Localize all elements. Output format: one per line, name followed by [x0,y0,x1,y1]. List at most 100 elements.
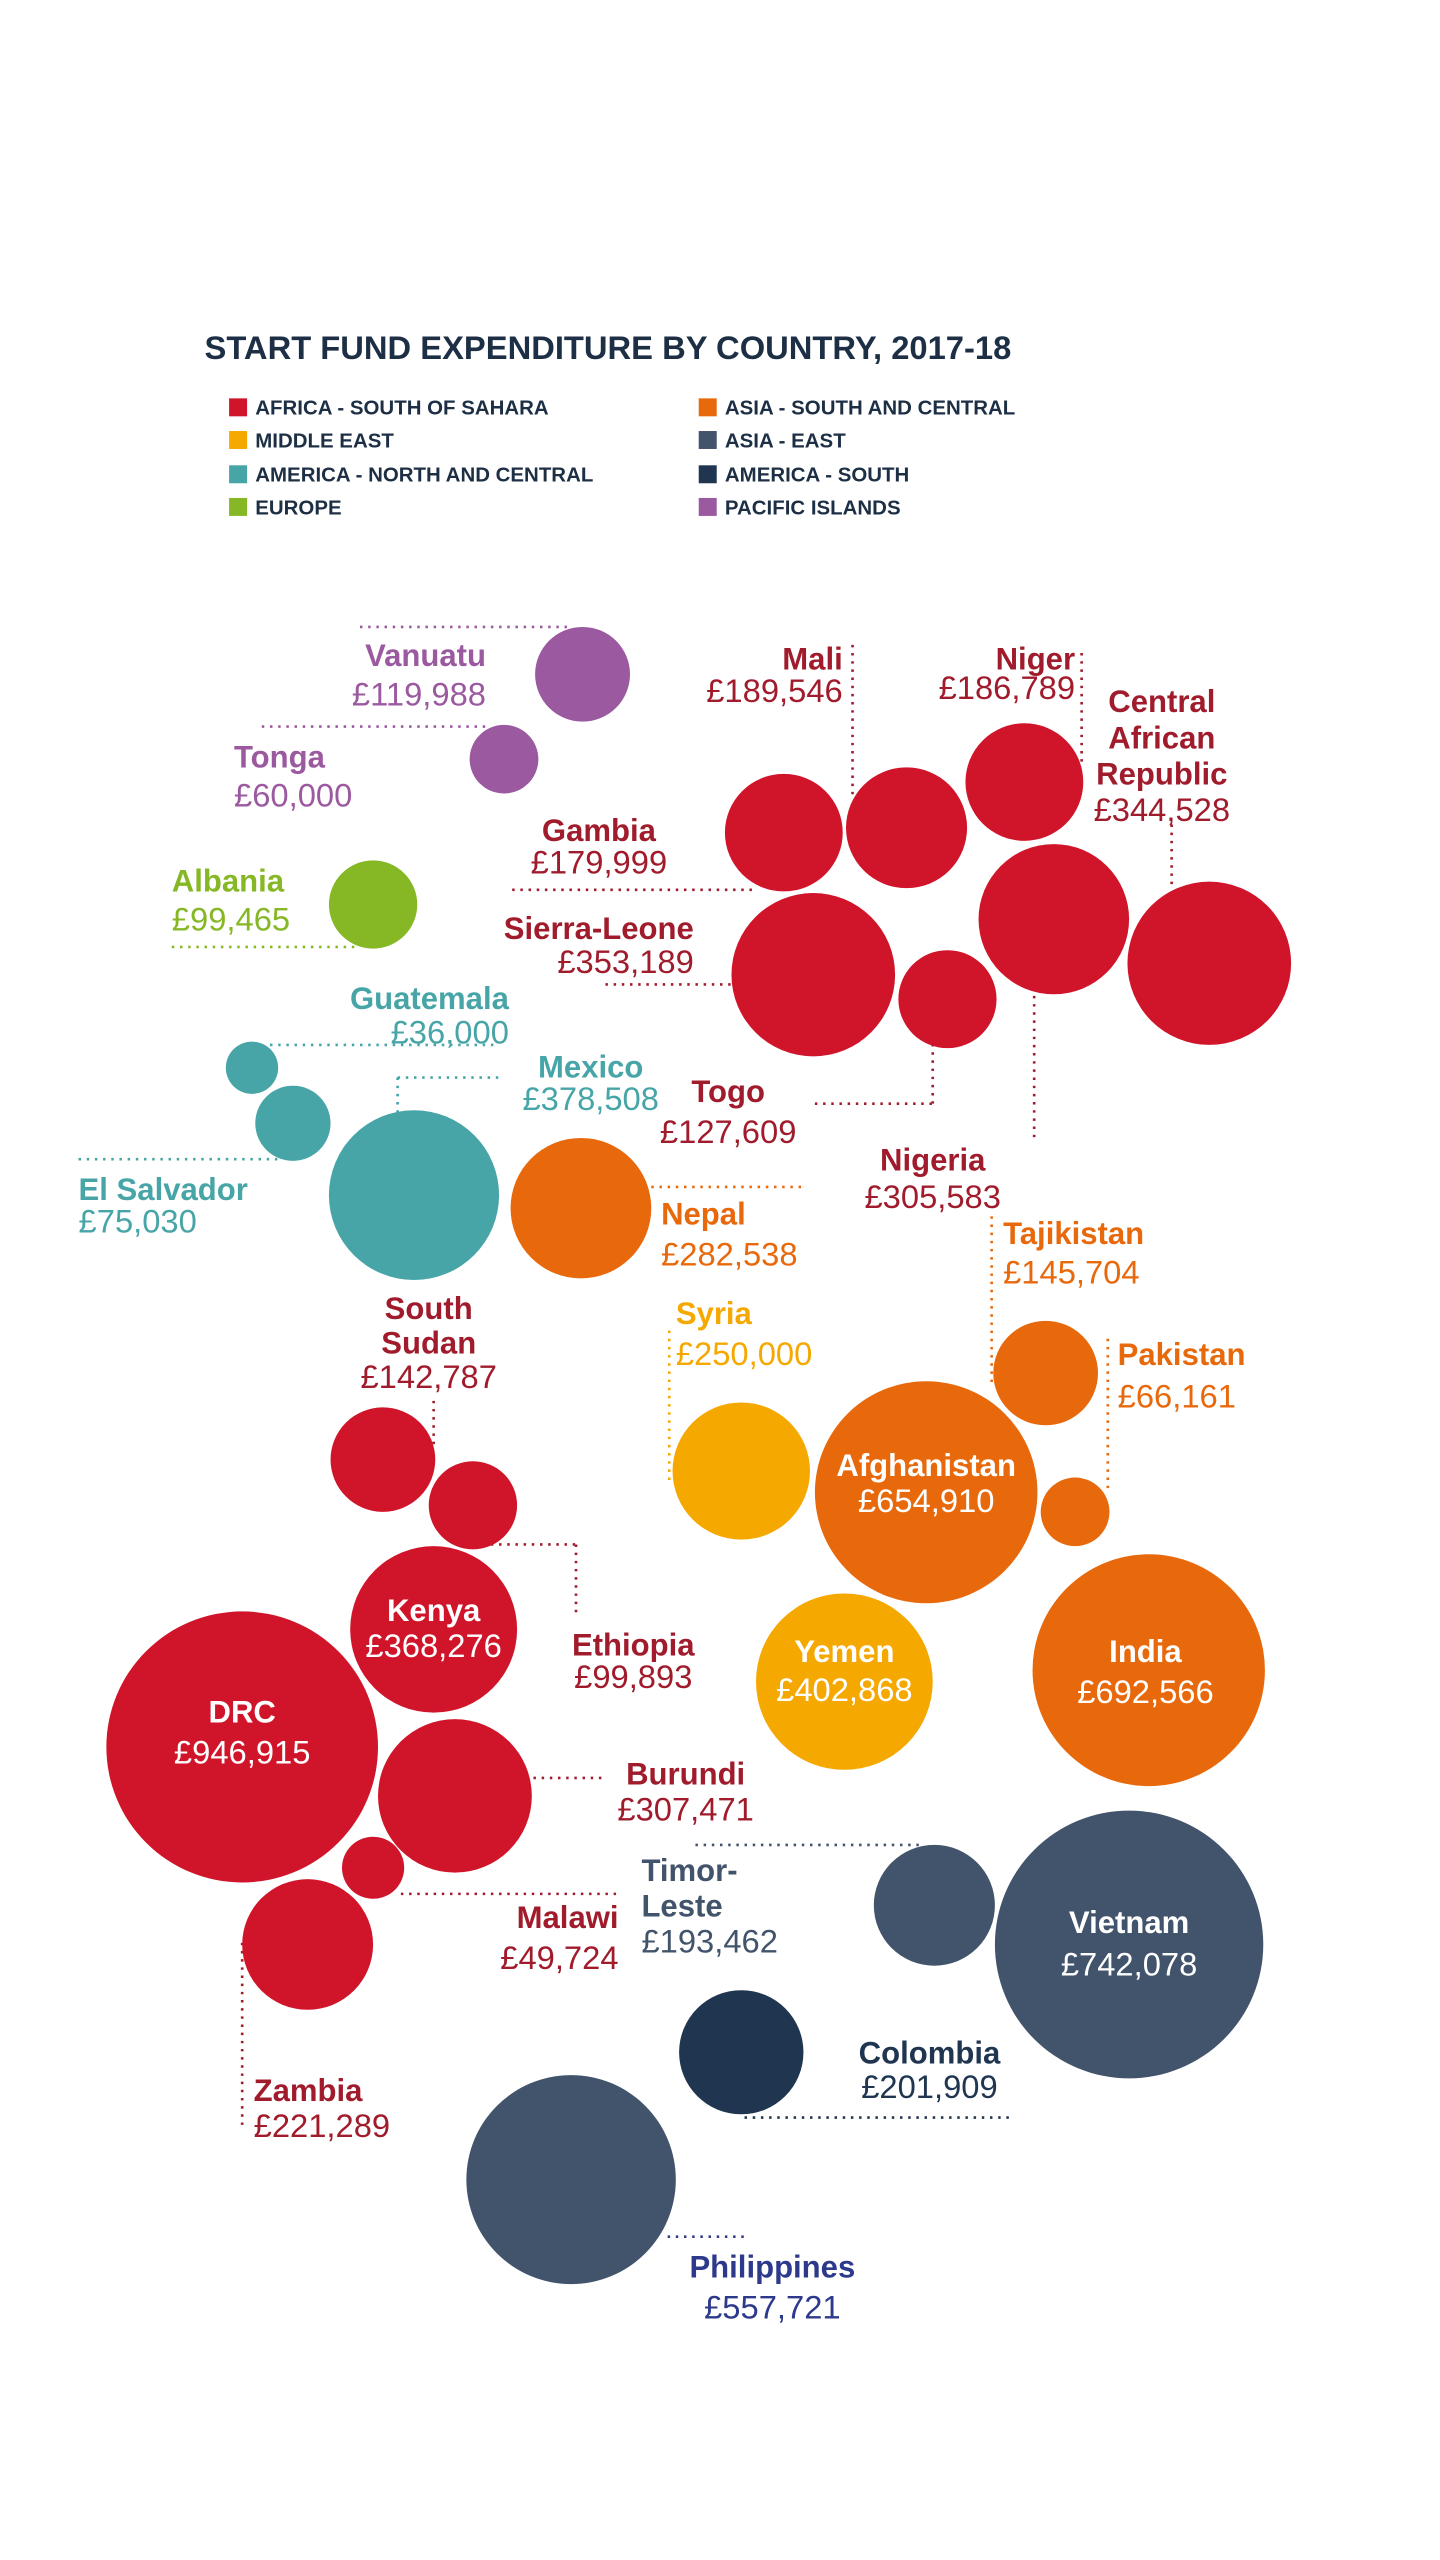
label-value-ethiopia: £99,893 [574,1658,692,1695]
legend-label-middle-east: MIDDLE EAST [255,430,394,452]
label-name-timor-leste: Timor- [641,1853,737,1888]
label-value-malawi: £49,724 [500,1939,618,1976]
legend-label-pacific-islands: PACIFIC ISLANDS [725,497,901,519]
label-name-gambia: Gambia [542,813,657,848]
label-value-pakistan: £66,161 [1118,1377,1236,1414]
label-value-philippines: £557,721 [704,2288,840,2325]
bubble-colombia [679,1990,804,2115]
bubble-el-salvador [255,1085,331,1161]
label-value-central-african-republic: £344,528 [1094,791,1230,828]
label-value-niger: £186,789 [939,669,1075,706]
legend-label-europe: EUROPE [255,497,341,519]
bubble-vanuatu [535,626,630,722]
chart-title: START FUND EXPENDITURE BY COUNTRY, 2017-… [205,329,1012,366]
legend-label-america-north-and-central: AMERICA - NORTH AND CENTRAL [255,465,593,487]
legend-swatch-asia-south-and-central [698,398,717,417]
bubble-togo [898,950,997,1049]
bubble-guatemala [225,1041,279,1094]
label-name-niger: Niger [996,641,1075,676]
label-value-tonga: £60,000 [234,777,352,814]
label-name-tonga: Tonga [234,739,326,774]
label-name-afghanistan: Afghanistan [836,1448,1016,1483]
label-name-nepal: Nepal [661,1197,746,1232]
legend-label-asia-east: ASIA - EAST [725,430,846,452]
label-name-malawi: Malawi [517,1900,619,1935]
label-value-vanuatu: £119,988 [352,675,486,712]
label-name-nigeria: Nigeria [880,1143,986,1178]
label-name-yemen: Yemen [794,1634,894,1669]
bubble-south-sudan [330,1407,436,1512]
bubble-tonga [469,724,539,794]
label-name-guatemala: Guatemala [350,981,510,1016]
label-name-burundi: Burundi [626,1757,745,1792]
label-name-zambia: Zambia [254,2073,364,2108]
label-value-gambia: £179,999 [531,844,667,881]
bubble-pakistan [1040,1477,1110,1547]
leader-lines [78,625,1173,2239]
label-value-drc: £946,915 [174,1733,310,1770]
bubble-nigeria [978,844,1130,995]
bubble-yemen [756,1593,933,1770]
label-value-yemen: £402,868 [776,1671,912,1708]
label-name-philippines: Philippines [689,2250,855,2285]
legend-swatch-asia-east [698,431,717,449]
label-name-colombia: Colombia [859,2036,1001,2071]
bubble-syria [672,1402,810,1540]
label-value-colombia: £201,909 [861,2068,997,2105]
label-name-drc: DRC [209,1694,276,1729]
label-name-albania: Albania [172,863,285,898]
bubble-gambia [724,773,843,892]
label-name-syria: Syria [676,1296,753,1331]
label-value-tajikistan: £145,704 [1003,1253,1139,1290]
label-value-albania: £99,465 [172,901,290,938]
bubble-drc [106,1611,378,1883]
label-value-togo: £127,609 [660,1113,796,1150]
label-name-ethiopia: Ethiopia [572,1628,695,1663]
bubble-tajikistan [993,1320,1098,1426]
label-value-nepal: £282,538 [661,1235,797,1272]
bubbles [106,626,1292,2285]
bubble-india [1032,1554,1265,1787]
label-value-vietnam: £742,078 [1061,1946,1197,1983]
bubble-albania [328,860,418,949]
label-name-sierra-leone: Sierra-Leone [504,911,694,946]
label-value-syria: £250,000 [676,1335,812,1372]
bubble-central-african-republic [1127,881,1292,1045]
label-name-mexico: Mexico [538,1050,643,1085]
legend-label-africa-south-of-sahara: AFRICA - SOUTH OF SAHARA [255,398,549,420]
label-value-guatemala: £36,000 [391,1013,509,1050]
label-name-south-sudan: South [385,1291,473,1326]
label-value-india: £692,566 [1077,1673,1213,1710]
label-name-timor-leste: Leste [641,1889,722,1924]
bubble-mali [846,767,968,889]
bubble-afghanistan [814,1381,1038,1604]
label-name-el-salvador: El Salvador [79,1172,248,1207]
label-value-burundi: £307,471 [617,1790,753,1827]
legend-swatch-africa-south-of-sahara [229,398,248,417]
bubble-sierra-leone [731,893,896,1057]
label-name-vanuatu: Vanuatu [365,638,486,673]
legend-label-asia-south-and-central: ASIA - SOUTH AND CENTRAL [725,398,1015,420]
label-name-central-african-republic: Central [1108,684,1215,719]
label-name-central-african-republic: Republic [1096,757,1227,792]
label-value-mali: £189,546 [706,672,842,709]
label-value-sierra-leone: £353,189 [557,943,693,980]
bubble-ethiopia [428,1461,518,1550]
label-name-togo: Togo [691,1074,765,1109]
bubble-mexico [328,1110,500,1280]
legend-swatch-europe [229,497,248,516]
bubble-kenya [350,1546,518,1713]
bubble-timor-leste [873,1844,995,1966]
label-name-central-african-republic: African [1108,720,1215,755]
legend-label-america-south: AMERICA - SOUTH [725,465,909,487]
legend-swatch-middle-east [229,431,248,449]
label-value-el-salvador: £75,030 [79,1203,197,1240]
label-value-mexico: £378,508 [522,1080,658,1117]
bubble-nepal [510,1137,652,1279]
bubble-vietnam [994,1810,1264,2079]
label-name-pakistan: Pakistan [1118,1337,1246,1372]
bubble-zambia [242,1879,374,2010]
label-name-kenya: Kenya [387,1593,481,1628]
label-value-timor-leste: £193,462 [641,1923,777,1960]
label-name-vietnam: Vietnam [1069,1905,1189,1940]
